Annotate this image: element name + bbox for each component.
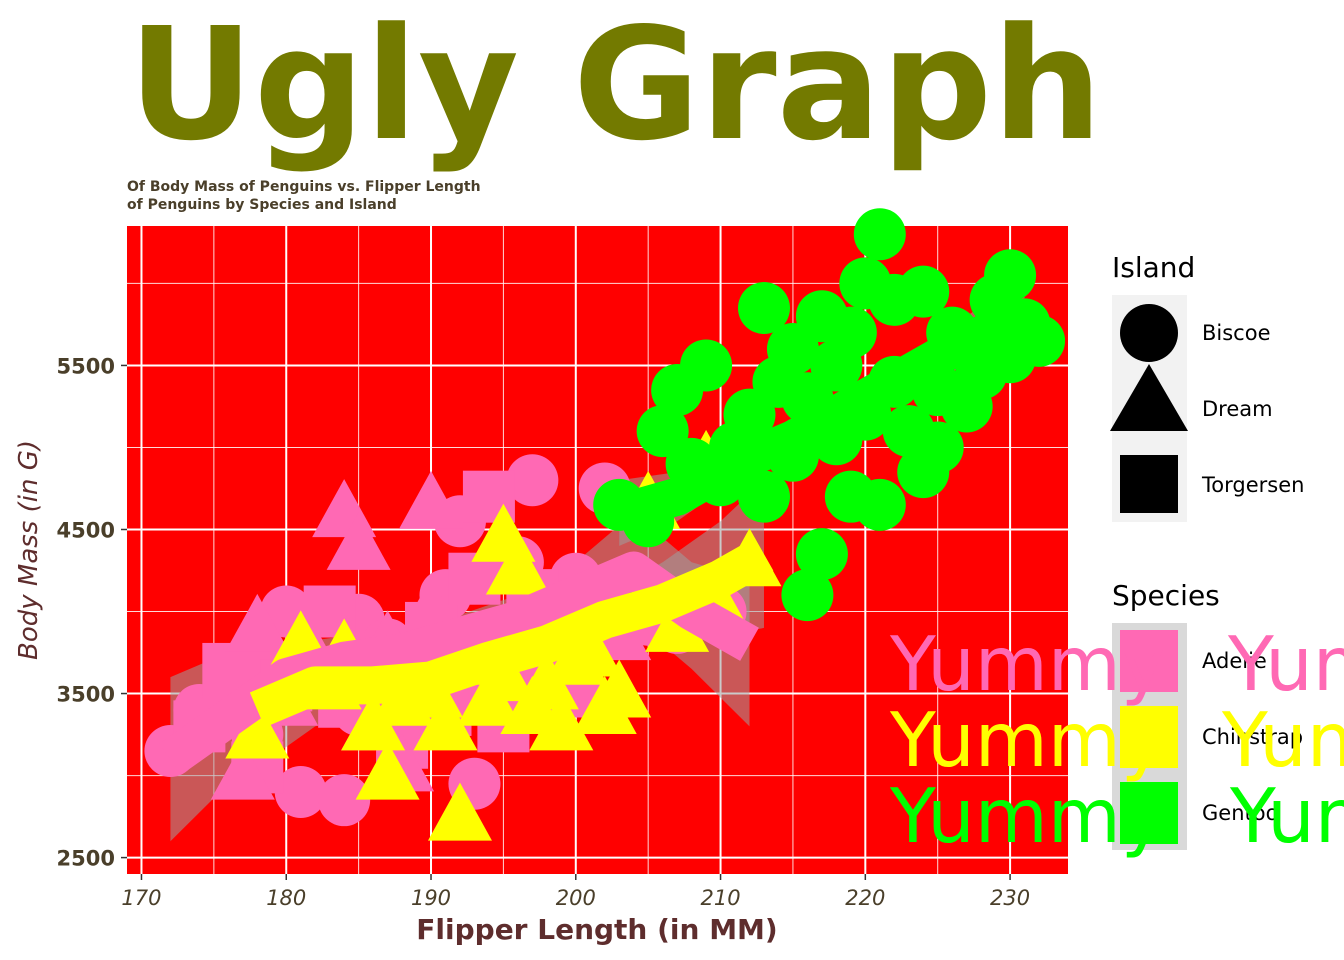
data-point-gentoo (853, 478, 906, 531)
legend-key-chinstrap (1120, 706, 1178, 768)
legend-key-adelie (1120, 630, 1178, 692)
legend-label-gentoo: Gentoo (1202, 801, 1278, 825)
legend-key-gentoo (1120, 782, 1178, 844)
data-point-chinstrap (529, 692, 594, 751)
y-tick-label: 4500 (57, 518, 115, 542)
x-axis-title: Flipper Length (in MM) (416, 913, 777, 946)
data-point-gentoo (824, 306, 877, 359)
x-tick-label: 170 (121, 886, 161, 910)
chart-subtitle-line-1: Of Body Mass of Penguins vs. Flipper Len… (127, 179, 481, 195)
data-point-adelie (318, 774, 371, 827)
data-point-adelie (274, 765, 327, 818)
axes: 170 180 190 200 210 220 230 2500 3500 4500 5500 (57, 354, 1031, 910)
data-point-adelie (399, 470, 464, 529)
data-point-chinstrap (587, 659, 652, 718)
data-point-gentoo (897, 265, 950, 318)
y-tick-label: 3500 (57, 683, 115, 707)
y-axis-title: Body Mass (in G) (14, 440, 44, 660)
data-point-gentoo (737, 282, 790, 335)
x-tick-label: 180 (266, 886, 306, 910)
legend-key-circle (1120, 304, 1178, 362)
data-point-chinstrap (485, 536, 550, 595)
yummy-label-chinstrap: Yummy (889, 696, 1165, 784)
data-point-chinstrap (427, 782, 492, 841)
legend-title-island: Island (1112, 251, 1195, 284)
yummy-label-chinstrap-repeat: Yummy (1221, 696, 1344, 784)
smooth-line-gentoo (614, 298, 1033, 532)
x-tick-label: 190 (411, 886, 451, 910)
data-point-gentoo (781, 569, 834, 622)
x-tick-label: 210 (701, 886, 741, 910)
data-point-chinstrap (225, 700, 290, 759)
yummy-label-gentoo: Yummy (889, 772, 1165, 860)
legend-label-chinstrap: Chinstrap (1202, 725, 1303, 749)
data-point-gentoo (853, 208, 906, 261)
chart-subtitle-line-2: of Penguins by Species and Island (127, 197, 397, 213)
data-point-chinstrap (355, 741, 420, 800)
x-tick-label: 200 (556, 886, 596, 910)
x-tick-label: 220 (845, 886, 885, 910)
data-point-adelie (225, 593, 290, 652)
x-tick-label: 230 (990, 886, 1030, 910)
legend-label-biscoe: Biscoe (1202, 321, 1271, 345)
chart-title: Ugly Graph (128, 0, 1103, 175)
data-point-gentoo (795, 528, 848, 581)
legend-key-triangle (1110, 364, 1188, 431)
yummy-label-gentoo-repeat: Yummy (1229, 772, 1344, 860)
yummy-label-adelie: Yummy (889, 620, 1165, 708)
data-point-adelie (210, 741, 275, 800)
legend-key-square (1120, 455, 1178, 513)
data-point-gentoo (911, 421, 964, 474)
data-point-gentoo (680, 339, 733, 392)
yummy-overlays: Yummy Yummy Yummy Yummy Yummy Yummy (889, 620, 1344, 860)
data-point-gentoo (737, 470, 790, 523)
smooth-lines (159, 298, 1033, 775)
legend-label-torgersen: Torgersen (1201, 473, 1304, 497)
data-point-adelie (506, 454, 559, 507)
y-tick-label: 2500 (57, 847, 115, 871)
data-point-gentoo (984, 249, 1037, 302)
legend-label-dream: Dream (1202, 397, 1273, 421)
smooth-line-chinstrap (249, 537, 774, 728)
legend: Island Biscoe Dream Torgersen Species Ad… (1110, 251, 1304, 850)
yummy-label-adelie-repeat: Yummy (1227, 620, 1344, 708)
data-point-chinstrap (558, 618, 623, 677)
data-point-adelie (326, 511, 391, 570)
y-tick-label: 5500 (57, 354, 115, 378)
legend-label-adelie: Adelie (1202, 649, 1267, 673)
data-point-chinstrap (413, 692, 478, 751)
legend-title-species: Species (1112, 579, 1220, 612)
